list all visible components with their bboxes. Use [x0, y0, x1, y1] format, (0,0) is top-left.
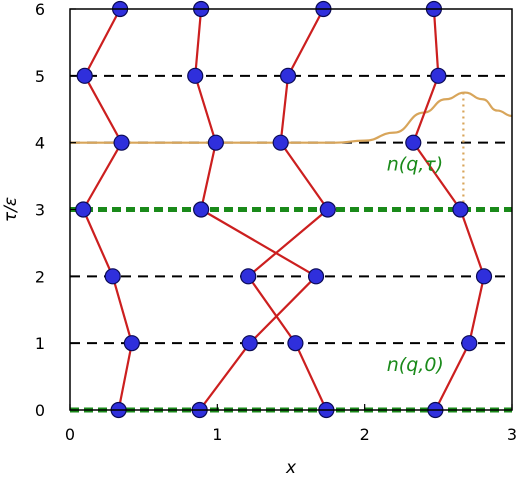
x-tick-label: 3: [507, 425, 517, 444]
bead: [307, 268, 325, 285]
bead: [430, 67, 447, 84]
bead: [240, 268, 257, 285]
bead: [279, 67, 297, 84]
beads: [75, 0, 493, 419]
y-tick-label: 3: [35, 201, 45, 220]
bead: [475, 268, 493, 285]
y-axis-label: τ/ε: [1, 197, 21, 222]
x-tick-label: 1: [212, 425, 222, 444]
x-axis-label: x: [285, 458, 297, 478]
bead: [123, 335, 140, 352]
annotations: n(q,0) n(q,τ): [387, 154, 444, 377]
x-axis-ticks: 0 1 2 3: [65, 404, 517, 444]
y-tick-label: 0: [35, 401, 45, 420]
bead: [452, 201, 469, 218]
y-axis-ticks: 0 1 2 3 4 5 6: [35, 0, 76, 420]
bead: [75, 201, 92, 218]
y-tick-label: 1: [35, 334, 45, 353]
y-tick-label: 5: [35, 67, 45, 86]
bead: [193, 201, 210, 218]
bead: [207, 134, 224, 151]
density-curve-line: [70, 91, 512, 144]
bead: [76, 67, 93, 84]
bead: [461, 335, 478, 352]
annotation-label: n(q,0): [387, 354, 444, 376]
bead: [104, 268, 121, 285]
y-tick-label: 6: [35, 0, 45, 19]
x-tick-label: 2: [360, 425, 370, 444]
x-tick-label: 0: [65, 425, 75, 444]
bead: [405, 134, 422, 151]
bead: [113, 134, 130, 151]
bead: [319, 201, 336, 218]
y-tick-label: 2: [35, 267, 45, 286]
bead: [287, 335, 304, 352]
bead: [187, 67, 204, 84]
bead: [241, 335, 258, 352]
annotation-label: n(q,τ): [387, 154, 443, 176]
y-tick-label: 4: [35, 134, 45, 153]
bead: [272, 134, 289, 151]
density-curve: [70, 91, 512, 210]
